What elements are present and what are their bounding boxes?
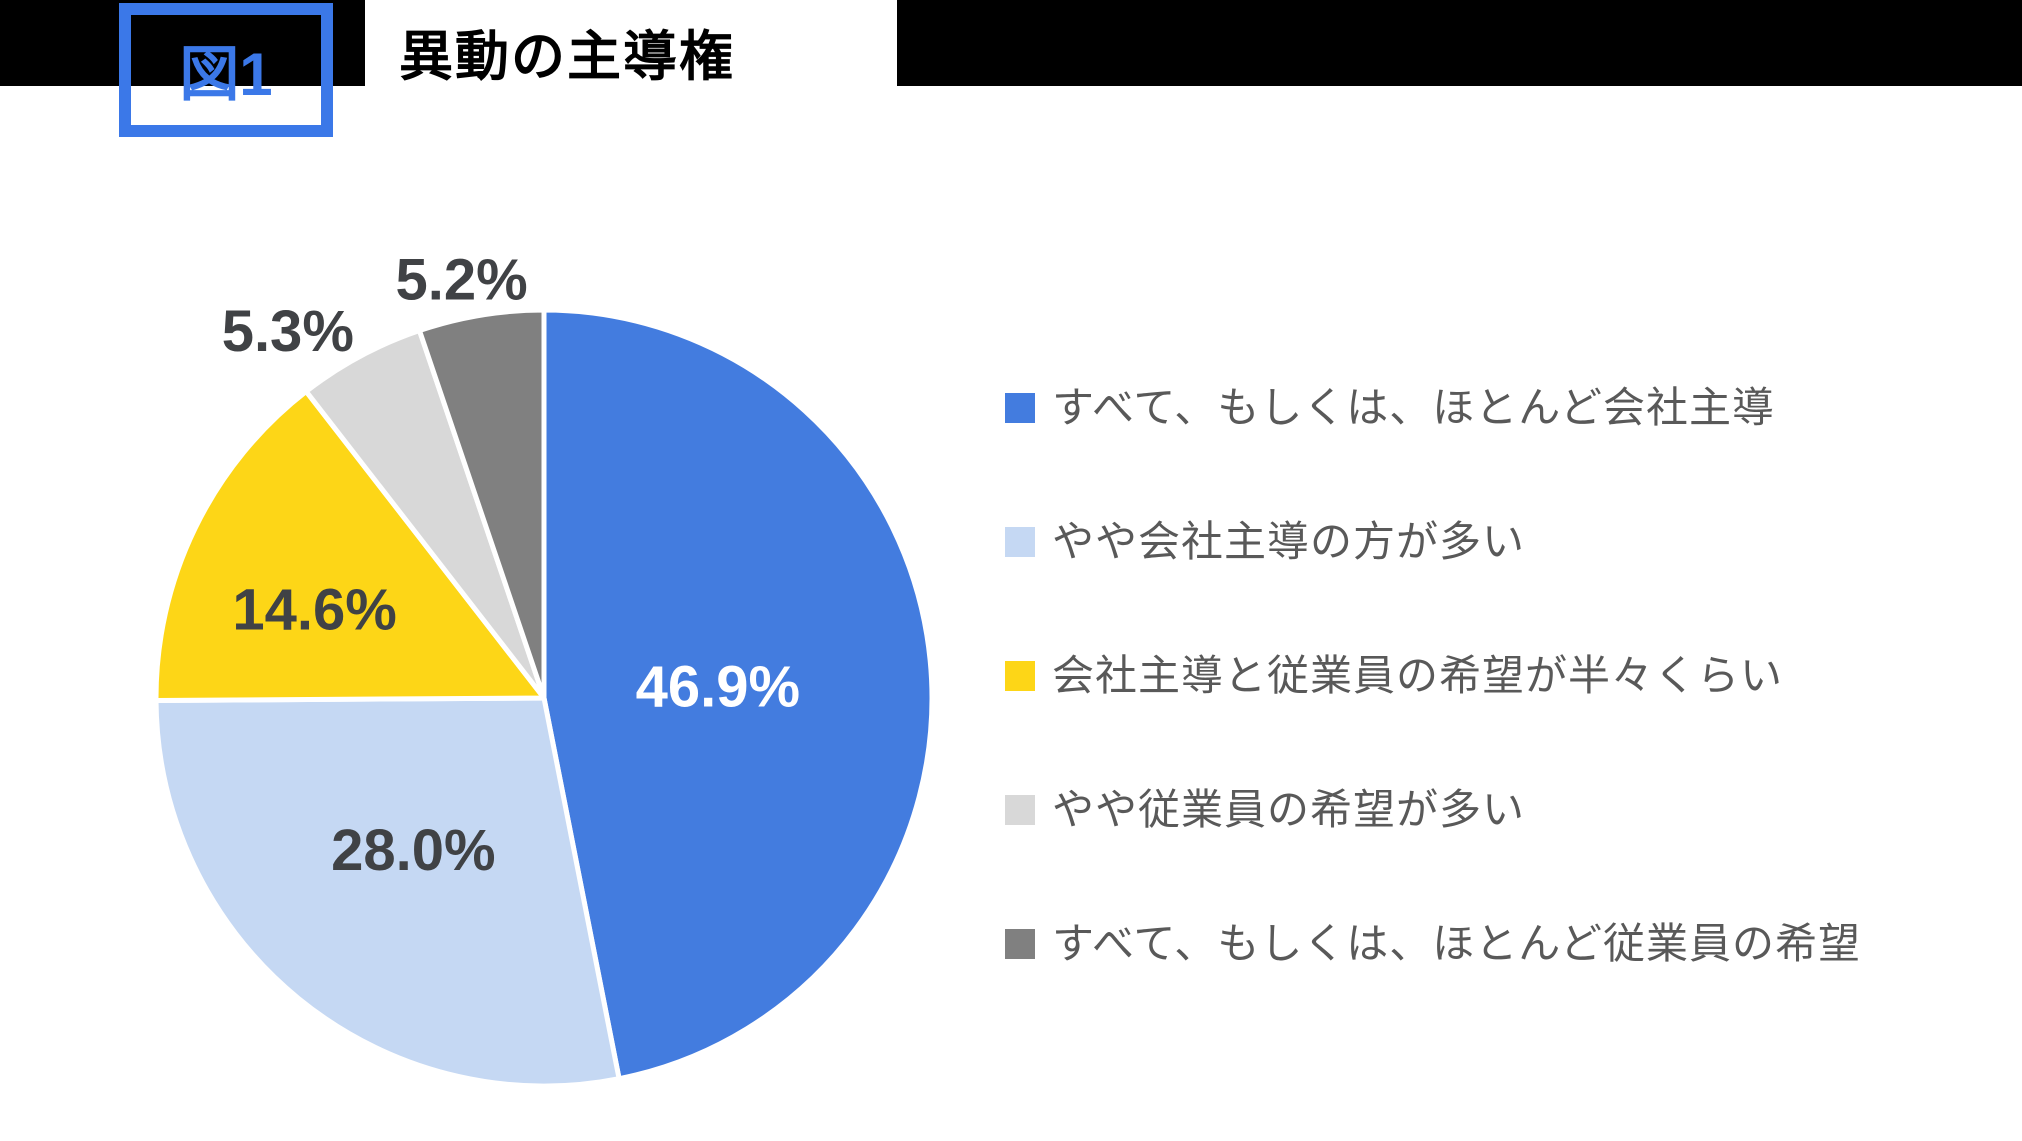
legend-label: 会社主導と従業員の希望が半々くらい <box>1052 652 1784 699</box>
title-box: 異動の主導権 <box>365 0 897 86</box>
pie-slice-1 <box>153 695 622 1089</box>
pie-slice-label-1: 28.0% <box>331 818 495 883</box>
pie-slice-label-2: 14.6% <box>232 578 396 643</box>
legend-item: すべて、もしくは、ほとんど従業員の希望 <box>1005 877 1861 1011</box>
legend-label: やや従業員の希望が多い <box>1052 786 1526 833</box>
legend-label: すべて、もしくは、ほとんど会社主導 <box>1052 384 1776 431</box>
pie-slice-4 <box>416 307 547 701</box>
header-band <box>0 0 2022 86</box>
figure-tag-box: 図1 <box>119 3 333 137</box>
chart-legend: すべて、もしくは、ほとんど会社主導 やや会社主導の方が多い 会社主導と従業員の希… <box>1005 341 1861 1011</box>
pie-slice-label-3: 5.3% <box>222 299 354 364</box>
figure-tag: 図1 <box>179 41 273 108</box>
legend-item: すべて、もしくは、ほとんど会社主導 <box>1005 341 1861 475</box>
legend-label: すべて、もしくは、ほとんど従業員の希望 <box>1052 920 1862 967</box>
legend-item: やや従業員の希望が多い <box>1005 743 1861 877</box>
legend-swatch <box>1005 929 1035 959</box>
legend-item: 会社主導と従業員の希望が半々くらい <box>1005 609 1861 743</box>
pie-slice-label-4: 5.2% <box>395 247 527 312</box>
legend-item: やや会社主導の方が多い <box>1005 475 1861 609</box>
legend-swatch <box>1005 795 1035 825</box>
pie-slice-label-0: 46.9% <box>636 655 800 720</box>
page-title: 異動の主導権 <box>399 27 735 87</box>
pie-slice-2 <box>153 388 547 703</box>
legend-label: やや会社主導の方が多い <box>1052 518 1526 565</box>
pie-slice-0 <box>541 307 935 1082</box>
legend-swatch <box>1005 661 1035 691</box>
legend-swatch <box>1005 527 1035 557</box>
legend-swatch <box>1005 393 1035 423</box>
